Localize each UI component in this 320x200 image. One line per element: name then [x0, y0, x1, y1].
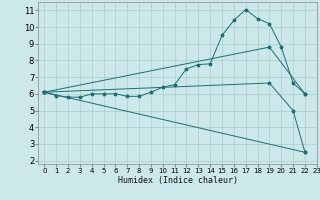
- X-axis label: Humidex (Indice chaleur): Humidex (Indice chaleur): [118, 176, 238, 185]
